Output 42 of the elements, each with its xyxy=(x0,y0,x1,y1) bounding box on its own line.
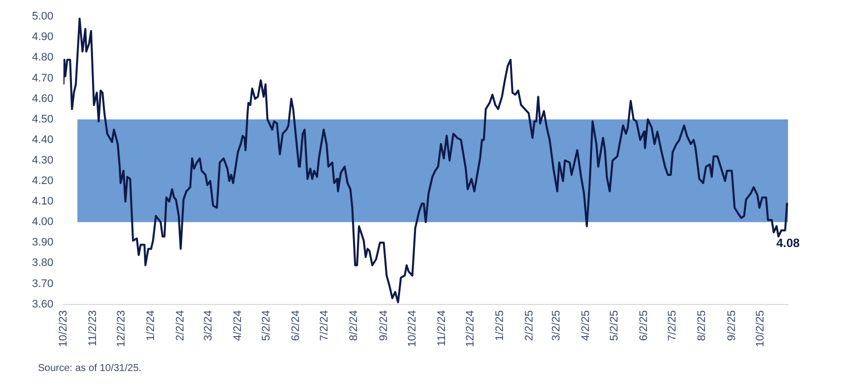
y-tick-label: 3.70 xyxy=(32,278,54,290)
y-tick-label: 4.60 xyxy=(32,92,54,105)
x-tick-label: 2/2/25 xyxy=(524,310,536,341)
x-tick-label: 3/2/25 xyxy=(550,310,562,341)
x-tick-label: 9/2/24 xyxy=(378,310,390,341)
x-tick-label: 9/2/25 xyxy=(726,310,738,341)
y-tick-label: 4.20 xyxy=(32,175,54,188)
y-tick-label: 4.30 xyxy=(32,154,54,166)
y-tick-label: 3.90 xyxy=(32,236,54,249)
y-tick-label: 4.50 xyxy=(32,113,54,126)
x-tick-label: 1/2/25 xyxy=(494,310,506,341)
x-tick-label: 6/2/25 xyxy=(638,310,650,341)
x-tick-label: 3/2/24 xyxy=(202,310,214,341)
source-note: Source: as of 10/31/25. xyxy=(38,363,142,374)
y-tick-label: 4.10 xyxy=(32,196,54,208)
x-tick-label: 12/2/24 xyxy=(464,310,477,347)
x-tick-label: 5/2/25 xyxy=(608,310,621,341)
x-tick-label: 4/2/25 xyxy=(580,310,592,341)
x-tick-label: 10/2/25 xyxy=(754,310,766,347)
x-tick-label: 5/2/24 xyxy=(260,310,273,341)
x-tick-label: 11/2/23 xyxy=(86,310,99,346)
y-tick-label: 4.00 xyxy=(32,216,54,228)
x-tick-label: 10/2/23 xyxy=(57,310,70,347)
x-tick-label: 11/2/24 xyxy=(436,310,448,346)
y-tick-label: 4.70 xyxy=(32,72,54,84)
y-tick-label: 3.60 xyxy=(32,298,54,310)
x-tick-label: 8/2/25 xyxy=(696,310,708,341)
y-tick-label: 4.80 xyxy=(32,52,54,64)
x-tick-label: 2/2/24 xyxy=(174,310,187,341)
x-tick-label: 12/2/23 xyxy=(116,310,128,347)
x-tick-label: 6/2/24 xyxy=(290,310,302,341)
y-tick-label: 4.40 xyxy=(32,134,54,146)
x-tick-label: 7/2/24 xyxy=(318,310,331,341)
y-tick-label: 5.00 xyxy=(32,10,54,23)
x-tick-label: 8/2/24 xyxy=(348,310,360,341)
x-tick-label: 7/2/25 xyxy=(666,310,679,341)
y-tick-label: 4.90 xyxy=(32,31,54,44)
x-tick-label: 10/2/24 xyxy=(406,310,418,347)
x-tick-label: 1/2/24 xyxy=(145,310,158,341)
y-tick-label: 3.80 xyxy=(32,257,54,270)
x-tick-label: 4/2/24 xyxy=(232,310,244,341)
annotation: 4.08 xyxy=(776,236,800,250)
